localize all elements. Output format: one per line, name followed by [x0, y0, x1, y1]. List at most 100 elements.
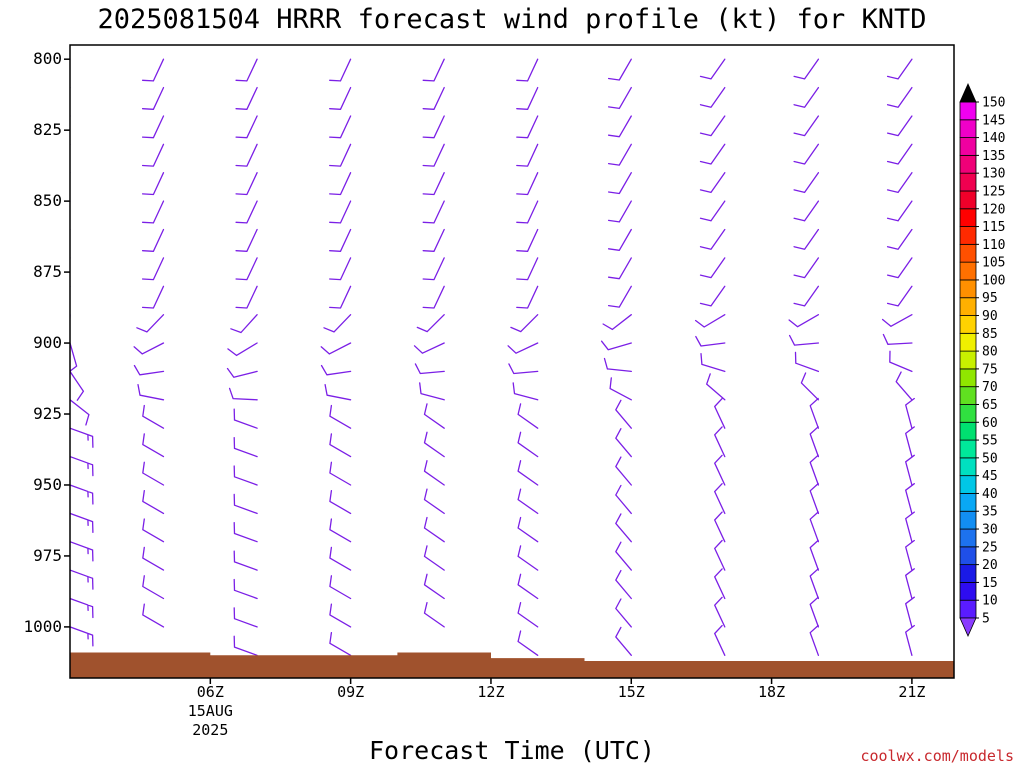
wind-barb: [886, 143, 913, 165]
wind-barb: [141, 115, 165, 139]
wind-barb: [70, 427, 94, 448]
wind-barb: [329, 115, 352, 139]
x-tick-label: 21Z: [898, 683, 925, 701]
colorbar-label: 80: [982, 345, 998, 360]
wind-barb: [329, 86, 352, 110]
colorbar-segment: [959, 368, 977, 388]
wind-barb: [699, 228, 726, 250]
wind-barb: [422, 172, 445, 196]
wind-barb: [329, 575, 352, 600]
y-tick-label: 850: [33, 191, 62, 210]
wind-barb: [416, 314, 445, 333]
wind-barb: [235, 172, 258, 196]
wind-barb: [517, 488, 539, 515]
wind-barb: [517, 403, 539, 429]
wind-barb: [1001, 558, 1024, 570]
x-tick-label: 18Z: [758, 683, 785, 701]
wind-barb: [615, 484, 632, 515]
wind-barb: [615, 598, 632, 628]
wind-barb: [70, 228, 71, 232]
wind-barb: [142, 490, 165, 515]
colorbar-segment: [959, 101, 977, 121]
wind-barb: [516, 115, 539, 139]
wind-barb: [699, 285, 726, 307]
colorbar-label: 125: [982, 184, 1005, 199]
wind-barb: [142, 603, 165, 628]
wind-barb: [508, 363, 539, 375]
wind-barb: [70, 143, 71, 147]
wind-barb: [516, 143, 539, 167]
wind-barb: [235, 285, 258, 309]
wind-barb: [137, 383, 165, 401]
wind-barb: [516, 257, 539, 281]
colorbar-segment: [959, 564, 977, 583]
wind-barb: [233, 408, 258, 429]
wind-barb: [714, 596, 726, 628]
wind-barb: [615, 569, 632, 600]
wind-barb: [422, 228, 445, 252]
wind-barb: [809, 397, 820, 429]
y-tick-label: 1000: [23, 617, 62, 636]
wind-barb: [516, 172, 539, 196]
colorbar-segment: [959, 154, 977, 174]
colorbar-segment: [959, 315, 977, 334]
wind-barb: [323, 314, 352, 333]
wind-barb: [423, 460, 445, 486]
wind-barb: [905, 568, 915, 600]
speed-colorbar: 5 10 15 20 25 30 35 40 45 50 55 60 65 70 75 80 85 90 95 100…: [959, 83, 1005, 637]
wind-barb: [141, 58, 165, 82]
wind-barb: [607, 143, 632, 166]
wind-barb: [607, 200, 632, 223]
wind-barb: [423, 545, 445, 571]
wind-barb: [422, 257, 445, 281]
wind-barb: [142, 575, 165, 600]
wind-barb: [714, 483, 726, 515]
wind-barb: [886, 86, 913, 108]
wind-barb: [70, 399, 90, 426]
wind-barb: [615, 428, 632, 458]
wind-barb: [226, 367, 258, 378]
wind-barb: [695, 335, 726, 347]
wind-barb: [788, 334, 820, 346]
wind-barb: [413, 342, 445, 354]
colorbar-segment: [959, 421, 977, 441]
wind-barb: [516, 58, 539, 82]
y-tick-label: 925: [33, 404, 62, 423]
wind-barb: [329, 143, 352, 167]
wind-barb: [423, 601, 445, 628]
wind-barb: [142, 461, 165, 486]
colorbar-segment: [959, 190, 977, 210]
wind-barb: [793, 58, 820, 80]
wind-barb: [70, 626, 94, 647]
wind-barb: [422, 200, 445, 224]
colorbar-segment: [959, 332, 977, 352]
y-tick-label: 950: [33, 475, 62, 494]
wind-barb: [235, 257, 258, 281]
wind-barb: [714, 624, 726, 656]
x-tick-label: 09Z: [337, 683, 364, 701]
wind-barb: [615, 399, 632, 429]
wind-barb: [905, 539, 915, 571]
colorbar-segment: [959, 386, 977, 405]
y-tick-label: 875: [33, 262, 62, 281]
wind-barb: [70, 541, 94, 562]
wind-barb: [517, 545, 539, 571]
wind-barb: [905, 596, 915, 628]
wind-barb: [602, 314, 632, 331]
wind-barb: [233, 493, 258, 515]
wind-barb: [507, 342, 539, 354]
ground-fill: [70, 652, 957, 678]
wind-barb: [517, 573, 539, 600]
wind-barb: [517, 516, 539, 543]
wind-barb: [141, 86, 165, 110]
wind-barb: [980, 59, 1001, 81]
wind-barb: [1001, 473, 1024, 485]
wind-barb: [881, 314, 913, 327]
colorbar-segment: [959, 439, 977, 459]
colorbar-label: 55: [982, 434, 998, 449]
wind-barb: [886, 257, 913, 279]
wind-barb: [329, 257, 352, 281]
plot-frame: [69, 44, 955, 679]
